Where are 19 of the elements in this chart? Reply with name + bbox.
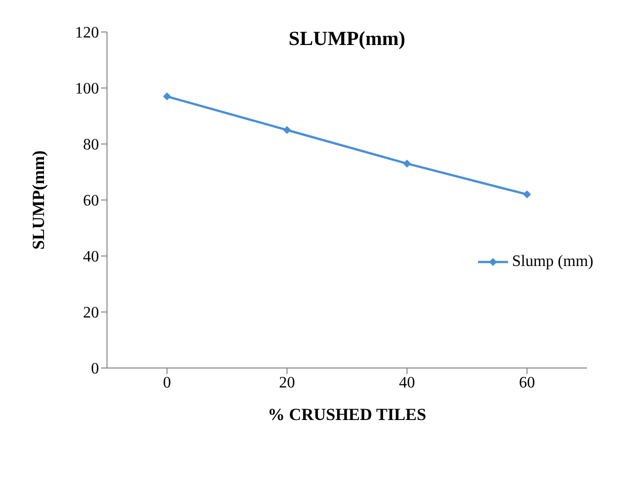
x-axis-title: % CRUSHED TILES [268,405,426,424]
y-tick-label: 80 [83,136,99,154]
y-tick-label: 120 [75,24,99,42]
y-tick-label: 20 [83,304,99,322]
legend-label: Slump (mm) [512,253,594,271]
y-tick-label: 40 [83,248,99,266]
point [163,92,171,100]
point [403,160,411,168]
chart-title: SLUMP(mm) [288,28,406,51]
y-axis-title: SLUMP(mm) [29,150,48,250]
x-tick-label: 20 [279,374,295,392]
point [523,190,531,198]
point [283,126,291,134]
y-tick-label: 100 [75,80,99,98]
y-tick-label: 0 [91,360,99,378]
y-tick-label: 60 [83,192,99,210]
x-tick-label: 40 [399,374,415,392]
x-tick-label: 0 [163,374,171,392]
x-tick-label: 60 [519,374,535,392]
